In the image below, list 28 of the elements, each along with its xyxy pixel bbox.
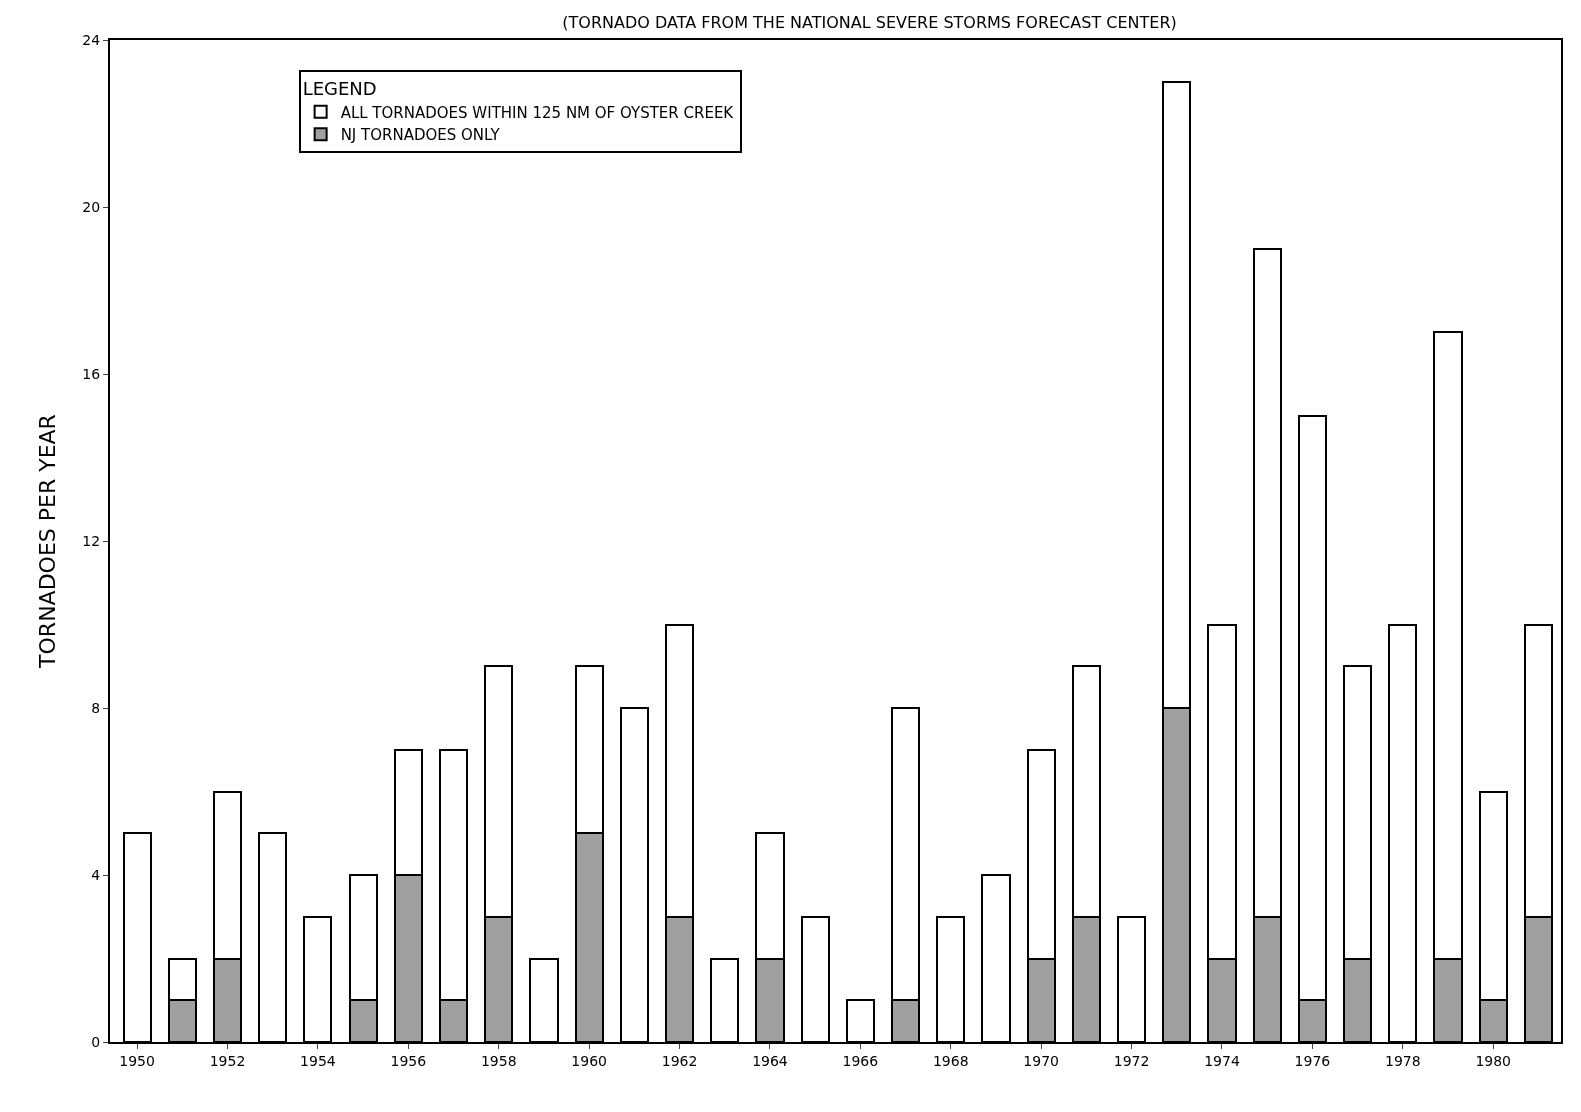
x-tick-label: 1962	[661, 1052, 698, 1069]
legend-title: LEGEND	[302, 78, 377, 100]
y-tick-label: 20	[82, 198, 101, 215]
x-tick-label: 1954	[300, 1052, 336, 1069]
y-tick-label: 12	[82, 532, 101, 549]
x-tick-label: 1978	[1384, 1052, 1421, 1069]
chart-title: (TORNADO DATA FROM THE NATIONAL SEVERE STORMS FORECAST CENTER)	[562, 12, 1177, 32]
legend-label: NJ TORNADOES ONLY	[340, 126, 501, 145]
x-tick-label: 1952	[209, 1052, 246, 1069]
x-tick-label: 1950	[119, 1052, 155, 1069]
x-tick-label: 1956	[390, 1052, 427, 1069]
y-tick-label: 8	[91, 699, 101, 716]
x-tick-label: 1972	[1113, 1052, 1150, 1069]
x-tick-label: 1966	[842, 1052, 879, 1069]
x-tick-label: 1960	[571, 1052, 607, 1069]
x-tick-label: 1976	[1294, 1052, 1331, 1069]
y-tick-label: 16	[82, 365, 101, 382]
x-tick-label: 1964	[752, 1052, 788, 1069]
y-axis-title: TORNADOES PER YEAR	[35, 414, 60, 669]
x-tick-label: 1974	[1204, 1052, 1240, 1069]
y-tick-label: 4	[91, 866, 101, 883]
y-tick-label: 24	[82, 31, 101, 48]
x-tick-label: 1968	[932, 1052, 969, 1069]
legend-label: ALL TORNADOES WITHIN 125 NM OF OYSTER CREEK	[340, 103, 735, 122]
y-tick-label: 0	[91, 1033, 101, 1050]
x-tick-label: 1970	[1023, 1052, 1059, 1069]
x-tick-label: 1958	[480, 1052, 517, 1069]
x-tick-label: 1980	[1475, 1052, 1512, 1069]
